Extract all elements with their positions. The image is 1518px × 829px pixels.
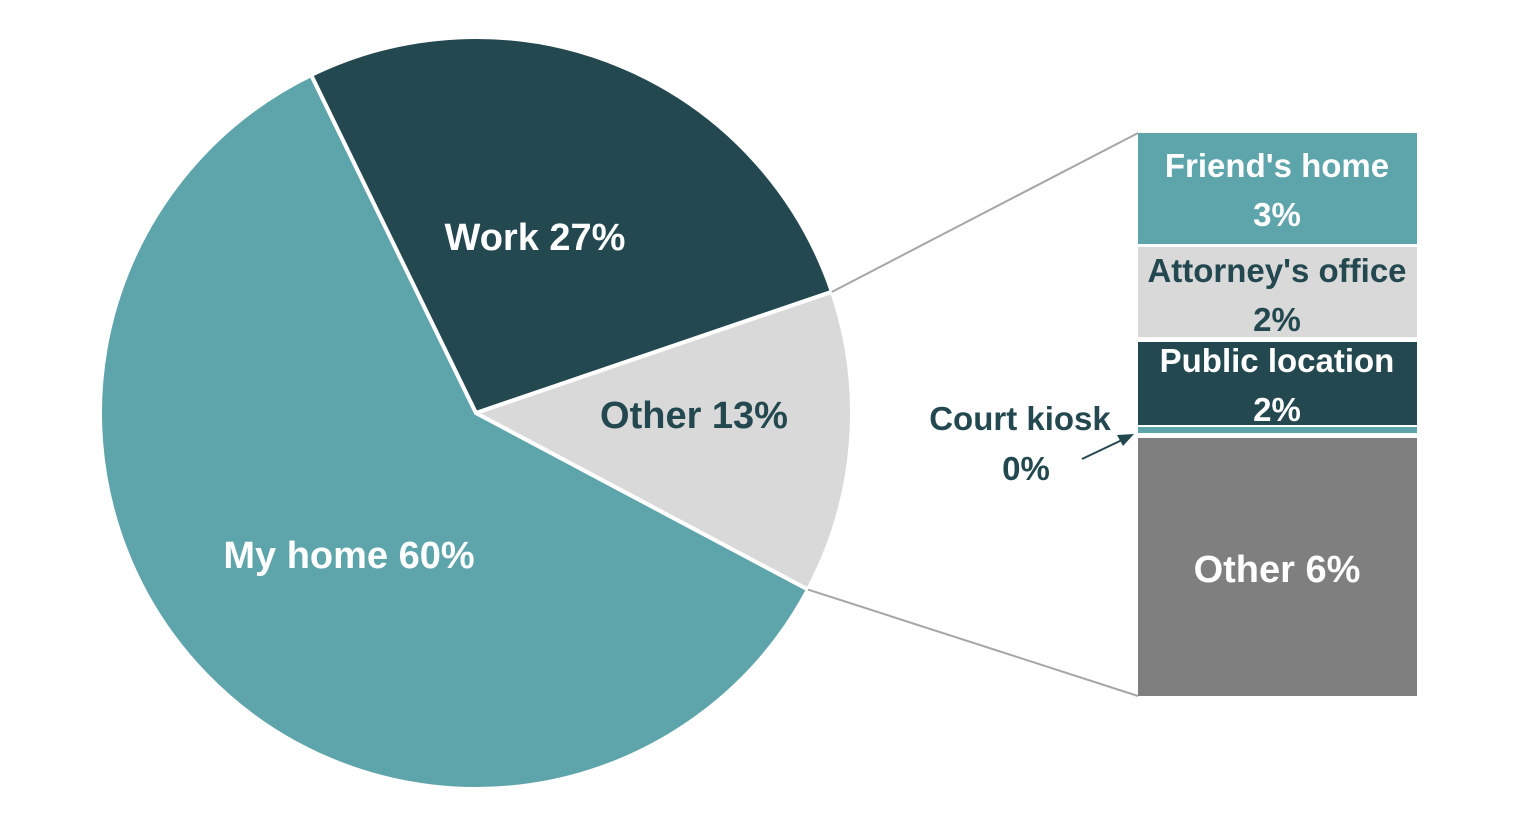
bar-label-attorneys-office: Attorney's office	[1147, 252, 1406, 289]
pie-label-my-home: My home 60%	[223, 535, 474, 577]
court-kiosk-arrow	[1081, 434, 1134, 460]
bar-value-court-kiosk: 0%	[1002, 450, 1050, 487]
pie-label-work: Work 27%	[445, 217, 626, 259]
bar-seg-public-location	[1138, 342, 1417, 425]
pie-slice-other	[474, 289, 854, 592]
bar-label-public-location: Public location	[1160, 342, 1395, 379]
bar-seg-other	[1138, 438, 1417, 696]
bar-seg-court-kiosk	[1138, 427, 1417, 433]
connector-top	[831, 132, 1139, 293]
bar-value-public-location: 2%	[1253, 391, 1301, 428]
pie-slice-work	[309, 35, 834, 415]
bar-label-other: Other 6%	[1194, 549, 1361, 591]
pie-slice-my-home	[98, 73, 810, 791]
connector-lines	[807, 132, 1139, 697]
breakdown-bar	[1138, 133, 1417, 696]
bar-seg-attorneys-office	[1138, 247, 1417, 337]
bar-label-court-kiosk: Court kiosk	[929, 400, 1111, 437]
bar-seg-friends-home	[1138, 133, 1417, 244]
bar-label-friends-home: Friend's home	[1165, 147, 1389, 184]
bar-value-attorneys-office: 2%	[1253, 301, 1301, 338]
pie-label-other: Other 13%	[600, 395, 788, 437]
connector-bottom	[807, 588, 1139, 697]
pie-group	[98, 35, 854, 791]
bar-value-friends-home: 3%	[1253, 196, 1301, 233]
